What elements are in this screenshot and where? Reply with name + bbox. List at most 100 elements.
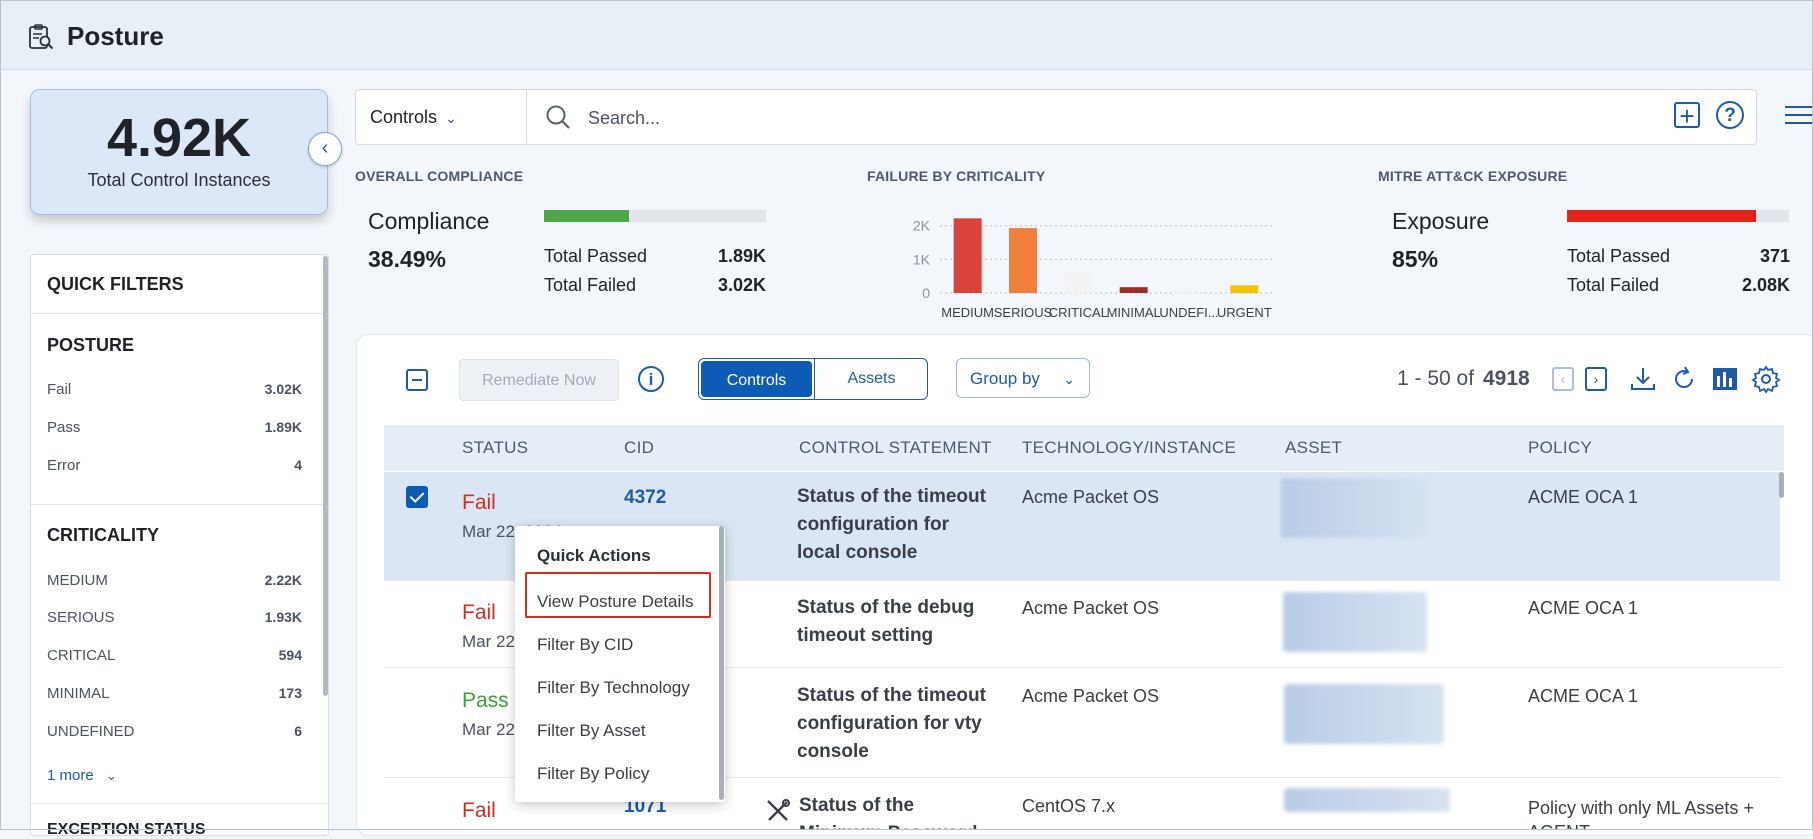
mitre-exposure-title: MITRE ATT&CK EXPOSURE (1378, 168, 1568, 184)
column-header-asset[interactable]: ASSET (1285, 438, 1343, 457)
table-header (384, 425, 1784, 471)
filter-minimal[interactable]: MINIMAL 173 (47, 685, 302, 702)
hamburger-menu-icon[interactable] (1785, 106, 1813, 128)
menu-item-filter-by-technology[interactable]: Filter By Technology (537, 678, 690, 697)
row-cid[interactable]: 4372 (624, 487, 667, 508)
quick-actions-title: Quick Actions (537, 546, 651, 565)
quick-filters-panel: QUICK FILTERS POSTURE Fail 3.02K Pass 1.89… (30, 254, 329, 838)
filter-label: SERIOUS (47, 609, 115, 626)
collapse-panel-button[interactable]: ‹ (308, 132, 342, 166)
filter-count: 1.93K (264, 609, 302, 625)
row-technology: Acme Packet OS (1022, 686, 1160, 706)
column-header-technology[interactable]: TECHNOLOGY/INSTANCE (1022, 438, 1237, 457)
chevron-left-icon: ‹ (321, 137, 329, 159)
filter-count: 2.22K (264, 572, 302, 588)
next-page-button[interactable]: › (1585, 367, 1607, 391)
posture-filter-heading: POSTURE (47, 335, 135, 355)
filter-label: MEDIUM (47, 572, 108, 589)
filter-error[interactable]: Error 4 (47, 457, 302, 474)
table-row[interactable] (384, 580, 1780, 668)
search-icon (546, 105, 570, 129)
menu-item-filter-by-cid[interactable]: Filter By CID (537, 635, 634, 654)
total-control-instances-card[interactable]: 4.92K Total Control Instances (30, 89, 328, 215)
help-icon[interactable]: ? (1716, 101, 1744, 129)
download-icon[interactable] (1628, 364, 1658, 394)
tab-assets[interactable]: Assets (814, 359, 927, 399)
row-technology: Acme Packet OS (1022, 598, 1160, 618)
remediate-now-button[interactable]: Remediate Now (459, 359, 619, 401)
quick-filters-scrollbar[interactable] (323, 256, 328, 696)
row-checkbox[interactable] (406, 486, 428, 508)
column-header-status[interactable]: STATUS (462, 438, 529, 457)
compliance-passed-label: Total Passed (544, 246, 648, 266)
row-status: Fail (462, 491, 496, 514)
row-policy: ACME OCA 1 (1528, 487, 1639, 507)
search-scope-value: Controls (370, 107, 438, 127)
column-header-policy[interactable]: POLICY (1528, 438, 1593, 457)
select-all-checkbox[interactable] (406, 369, 428, 391)
search-input[interactable] (586, 102, 1490, 134)
pagination-total: 4918 (1483, 367, 1530, 390)
menu-item-filter-by-asset[interactable]: Filter By Asset (537, 721, 646, 740)
row-status: Pass (462, 689, 509, 712)
x-tick-label: MEDIUM (941, 305, 994, 320)
x-tick-label: URGENT (1217, 305, 1272, 320)
compliance-progress-fill (544, 210, 630, 222)
divider (31, 504, 328, 505)
row-asset-redacted (1284, 684, 1444, 744)
exposure-progress-fill (1567, 210, 1756, 222)
info-icon[interactable]: i (638, 366, 664, 392)
row-asset-redacted (1283, 592, 1427, 652)
bar-serious[interactable] (1009, 228, 1037, 293)
bar-critical[interactable] (1064, 273, 1093, 293)
table-scrollbar[interactable] (1779, 472, 1784, 498)
compliance-failed-value: 3.02K (717, 275, 766, 295)
y-tick-label: 2K (913, 218, 931, 234)
exposure-passed-label: Total Passed (1567, 246, 1671, 266)
row-asset-redacted (1281, 478, 1428, 538)
refresh-icon[interactable] (1669, 364, 1699, 394)
menu-item-filter-by-policy[interactable]: Filter By Policy (537, 764, 650, 783)
total-control-instances-label: Total Control Instances (87, 170, 271, 190)
compliance-value: 38.49% (368, 246, 447, 272)
bar-undefi[interactable] (1175, 292, 1203, 294)
bar-minimal[interactable] (1119, 287, 1148, 293)
row-control-statement: Status of the timeout configuration for … (797, 486, 986, 563)
menu-item-view-posture-details[interactable]: View Posture Details (537, 592, 694, 611)
bar-chart-icon[interactable] (1710, 364, 1740, 394)
row-date: Mar 22 (462, 632, 515, 651)
row-status: Fail (462, 799, 496, 822)
add-icon[interactable]: + (1674, 102, 1700, 129)
bar-medium[interactable] (953, 218, 982, 293)
search-scope-select[interactable]: Controls ⌄ (370, 107, 457, 128)
row-technology: CentOS 7.x (1022, 796, 1116, 816)
bar-urgent[interactable] (1230, 285, 1259, 293)
filter-label: Pass (47, 419, 81, 436)
y-tick-label: 1K (913, 251, 931, 267)
group-by-dropdown[interactable]: Group by ⌄ (956, 358, 1090, 398)
filter-count: 1.89K (264, 419, 302, 435)
column-header-cid[interactable]: CID (624, 438, 655, 457)
filter-undefined[interactable]: UNDEFINED 6 (47, 723, 302, 740)
filter-medium[interactable]: MEDIUM 2.22K (47, 572, 302, 589)
tab-controls[interactable]: Controls (699, 359, 814, 399)
settings-gear-icon[interactable] (1751, 364, 1781, 394)
wrench-tools-icon (767, 799, 790, 821)
column-header-control-statement[interactable]: CONTROL STATEMENT (799, 438, 992, 457)
filter-count: 6 (294, 723, 302, 739)
previous-page-button[interactable]: ‹ (1552, 367, 1574, 391)
show-more-filters-link[interactable]: 1 more ⌄ (47, 767, 117, 784)
filter-fail[interactable]: Fail 3.02K (47, 381, 302, 398)
row-date: Mar 22 (462, 720, 515, 739)
divider (526, 90, 527, 144)
filter-critical[interactable]: CRITICAL 594 (47, 647, 302, 664)
filter-serious[interactable]: SERIOUS 1.93K (47, 609, 302, 626)
filter-pass[interactable]: Pass 1.89K (47, 419, 302, 436)
filter-count: 3.02K (264, 381, 302, 397)
chevron-down-icon: ⌄ (445, 110, 457, 126)
posture-clipboard-icon (29, 24, 54, 50)
exposure-failed-value: 2.08K (1741, 275, 1790, 295)
search-bar: Controls ⌄ + ? (355, 89, 1757, 145)
table-row[interactable] (384, 667, 1780, 778)
quick-actions-scrollbar[interactable] (719, 526, 724, 800)
